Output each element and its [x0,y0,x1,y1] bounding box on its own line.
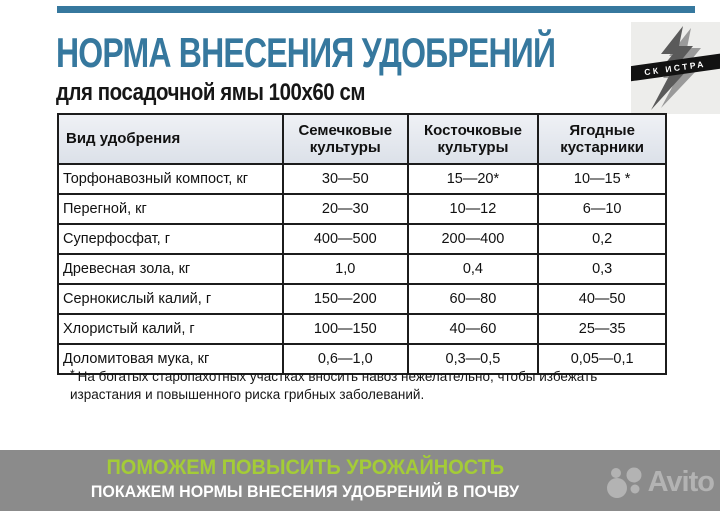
footer-subline: ПОКАЖЕМ НОРМЫ ВНЕСЕНИЯ УДОБРЕНИЙ В ПОЧВУ [90,483,520,501]
dose-value-cell: 0,6—1,0 [281,343,409,375]
fertilizer-name-cell: Древесная зола, кг [57,253,284,285]
col-header-stone-crops: Косточковые культуры [406,113,540,165]
dose-value-cell: 400—500 [281,223,409,255]
footer-text-block: ПОМОЖЕМ ПОВЫСИТЬ УРОЖАЙНОСТЬ ПОКАЖЕМ НОР… [0,456,610,502]
dose-value-cell: 0,3 [537,253,667,285]
dose-value-cell: 10—15 * [537,163,667,195]
dose-value-cell: 10—12 [406,193,540,225]
dose-value-cell: 0,4 [406,253,540,285]
table-row: Перегной, кг 20—30 10—12 6—10 [57,193,667,225]
col-header-pome-crops: Семечковые культуры [281,113,409,165]
avito-logo-icon [606,467,642,498]
dose-value-cell: 1,0 [281,253,409,285]
dose-value-cell: 6—10 [537,193,667,225]
dose-value-cell: 100—150 [281,313,409,345]
page-title: НОРМА ВНЕСЕНИЯ УДОБРЕНИЙ [56,30,556,77]
fertilizer-name-cell: Перегной, кг [57,193,284,225]
dose-value-cell: 200—400 [406,223,540,255]
table-row: Древесная зола, кг 1,0 0,4 0,3 [57,253,667,285]
dose-value-cell: 30—50 [281,163,409,195]
lightning-bolt-icon: СК ИСТРА [626,26,720,110]
avito-watermark: Avito [604,463,715,501]
dose-value-cell: 0,3—0,5 [406,343,540,375]
col-header-berry-shrubs: Ягодные кустарники [537,113,667,165]
table-row: Торфонавозный компост, кг 30—50 15—20* 10—1… [57,163,667,195]
table-row: Хлористый калий, г 100—150 40—60 25—35 [57,313,667,345]
fertilizer-table-body: Торфонавозный компост, кг 30—50 15—20* 10—1… [57,163,667,375]
page-subtitle: для посадочной ямы 100x60 см [56,79,366,106]
fertilizer-table: Вид удобрения Семечковые культуры Косточ… [57,113,667,375]
dose-value-cell: 25—35 [537,313,667,345]
footnote-marker: * [70,367,75,381]
footnote: * На богатых старопахотных участках вноси… [70,366,645,404]
dose-value-cell: 20—30 [281,193,409,225]
fertilizer-name-cell: Доломитовая мука, кг [57,343,284,375]
dose-value-cell: 40—50 [537,283,667,315]
table-row: Сернокислый калий, г 150—200 60—80 40—50 [57,283,667,315]
footer-banner: ПОМОЖЕМ ПОВЫСИТЬ УРОЖАЙНОСТЬ ПОКАЖЕМ НОР… [0,450,720,511]
dose-value-cell: 0,05—0,1 [537,343,667,375]
fertilizer-name-cell: Суперфосфат, г [57,223,284,255]
dose-value-cell: 0,2 [537,223,667,255]
footer-headline: ПОМОЖЕМ ПОВЫСИТЬ УРОЖАЙНОСТЬ [106,456,504,479]
fertilizer-name-cell: Хлористый калий, г [57,313,284,345]
dose-value-cell: 60—80 [406,283,540,315]
footnote-text: На богатых старопахотных участках вносит… [70,369,598,403]
dose-value-cell: 15—20* [406,163,540,195]
col-header-fertilizer-type: Вид удобрения [57,113,284,165]
table-row: Суперфосфат, г 400—500 200—400 0,2 [57,223,667,255]
table-header: Вид удобрения Семечковые культуры Косточ… [57,113,667,165]
top-accent-rule [57,6,695,13]
table-row: Доломитовая мука, кг 0,6—1,0 0,3—0,5 0,05—0… [57,343,667,375]
company-logo: СК ИСТРА [626,22,720,114]
dose-value-cell: 40—60 [406,313,540,345]
fertilizer-name-cell: Сернокислый калий, г [57,283,284,315]
dose-value-cell: 150—200 [281,283,409,315]
fertilizer-name-cell: Торфонавозный компост, кг [57,163,284,195]
avito-logo-text: Avito [647,465,715,498]
table-header-row: Вид удобрения Семечковые культуры Косточ… [57,113,667,165]
